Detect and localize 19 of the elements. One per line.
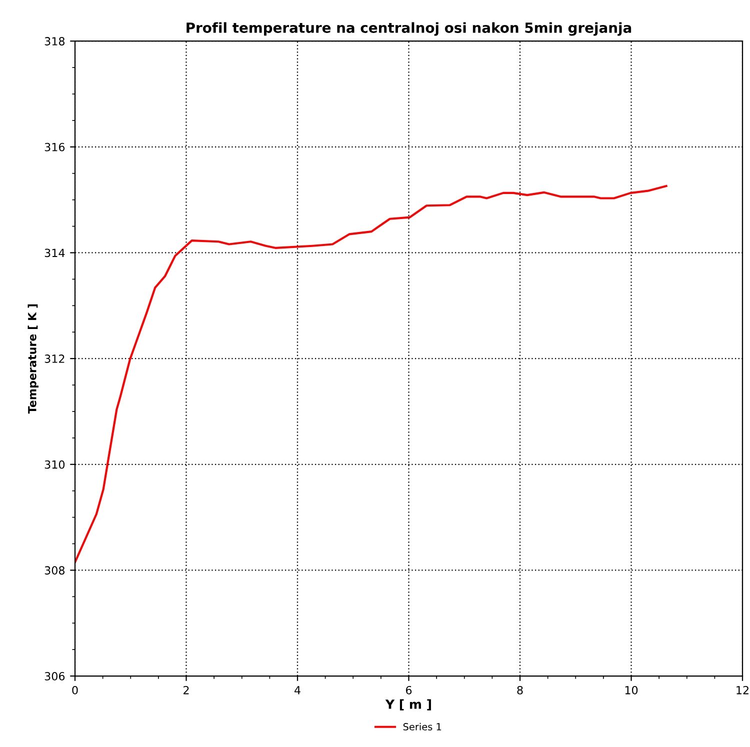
chart-title: Profil temperature na centralnoj osi nakon 5min grejanja: [186, 22, 632, 36]
x-tick-label: 2: [184, 686, 189, 694]
x-tick-label: 4: [294, 686, 300, 694]
x-tick-label: 10: [625, 686, 638, 694]
y-tick-label: 316: [44, 142, 65, 152]
x-tick-label: 0: [72, 686, 78, 694]
y-tick-label: 306: [44, 672, 65, 680]
y-tick-label: 314: [44, 248, 65, 258]
x-tick-label: 12: [736, 686, 748, 694]
y-tick-label: 310: [44, 460, 65, 469]
y-tick-label: 308: [44, 566, 65, 575]
legend-label: Series 1: [403, 722, 442, 730]
x-tick-label: 6: [406, 686, 412, 694]
x-tick-label: 8: [517, 686, 523, 694]
y-axis-title: Temperature [ K ]: [28, 304, 39, 414]
line-series: [75, 185, 668, 564]
y-tick-label: 318: [44, 37, 65, 46]
x-axis-title: Y [ m ]: [385, 699, 431, 710]
y-tick-label: 312: [44, 354, 64, 363]
